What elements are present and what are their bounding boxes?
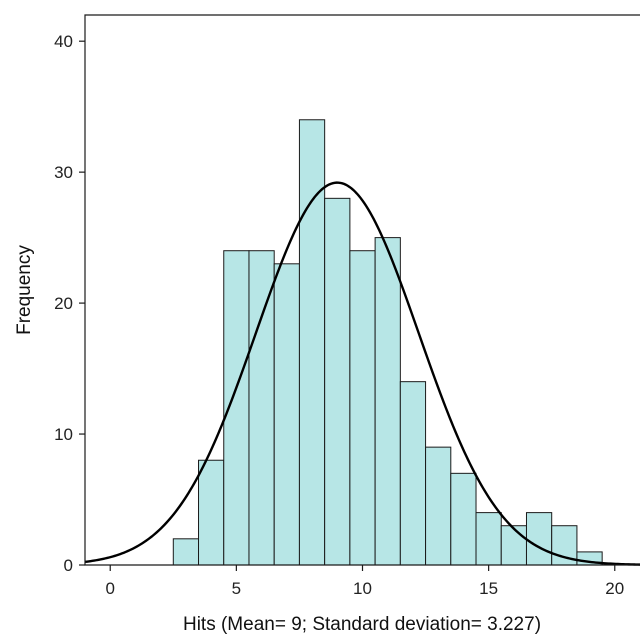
axes-group: 0 5 10 15 20 0 10 20 30 40 <box>54 14 640 598</box>
y-axis-title: Frequency <box>14 245 35 335</box>
histogram-bar <box>298 119 326 566</box>
histogram-bar <box>374 237 401 566</box>
histogram-bar <box>198 459 225 566</box>
histogram-bar <box>525 512 553 566</box>
histogram-bar <box>399 381 427 566</box>
y-tick-label: 0 <box>64 556 73 575</box>
y-tick-label: 20 <box>54 294 73 313</box>
bars-group <box>172 119 603 566</box>
histogram-bar <box>500 525 527 566</box>
y-tick-label: 40 <box>54 32 73 51</box>
x-tick-label: 10 <box>353 579 372 598</box>
normal-curve <box>84 181 640 566</box>
y-tick-label: 10 <box>54 425 73 444</box>
histogram-bar <box>273 263 300 566</box>
x-tick-label: 15 <box>479 579 498 598</box>
histogram-bar <box>349 250 376 566</box>
x-axis-title: Hits (Mean= 9; Standard deviation= 3.227… <box>183 614 541 635</box>
histogram-bar <box>172 538 200 566</box>
x-tick-label: 0 <box>105 579 114 598</box>
histogram-bar <box>450 472 477 566</box>
y-tick-label: 30 <box>54 163 73 182</box>
histogram-bar <box>425 446 452 566</box>
histogram-bar <box>248 250 275 566</box>
x-tick-label: 20 <box>605 579 624 598</box>
x-tick-label: 5 <box>232 579 241 598</box>
histogram-bar <box>475 512 502 566</box>
histogram-bar <box>324 197 351 566</box>
